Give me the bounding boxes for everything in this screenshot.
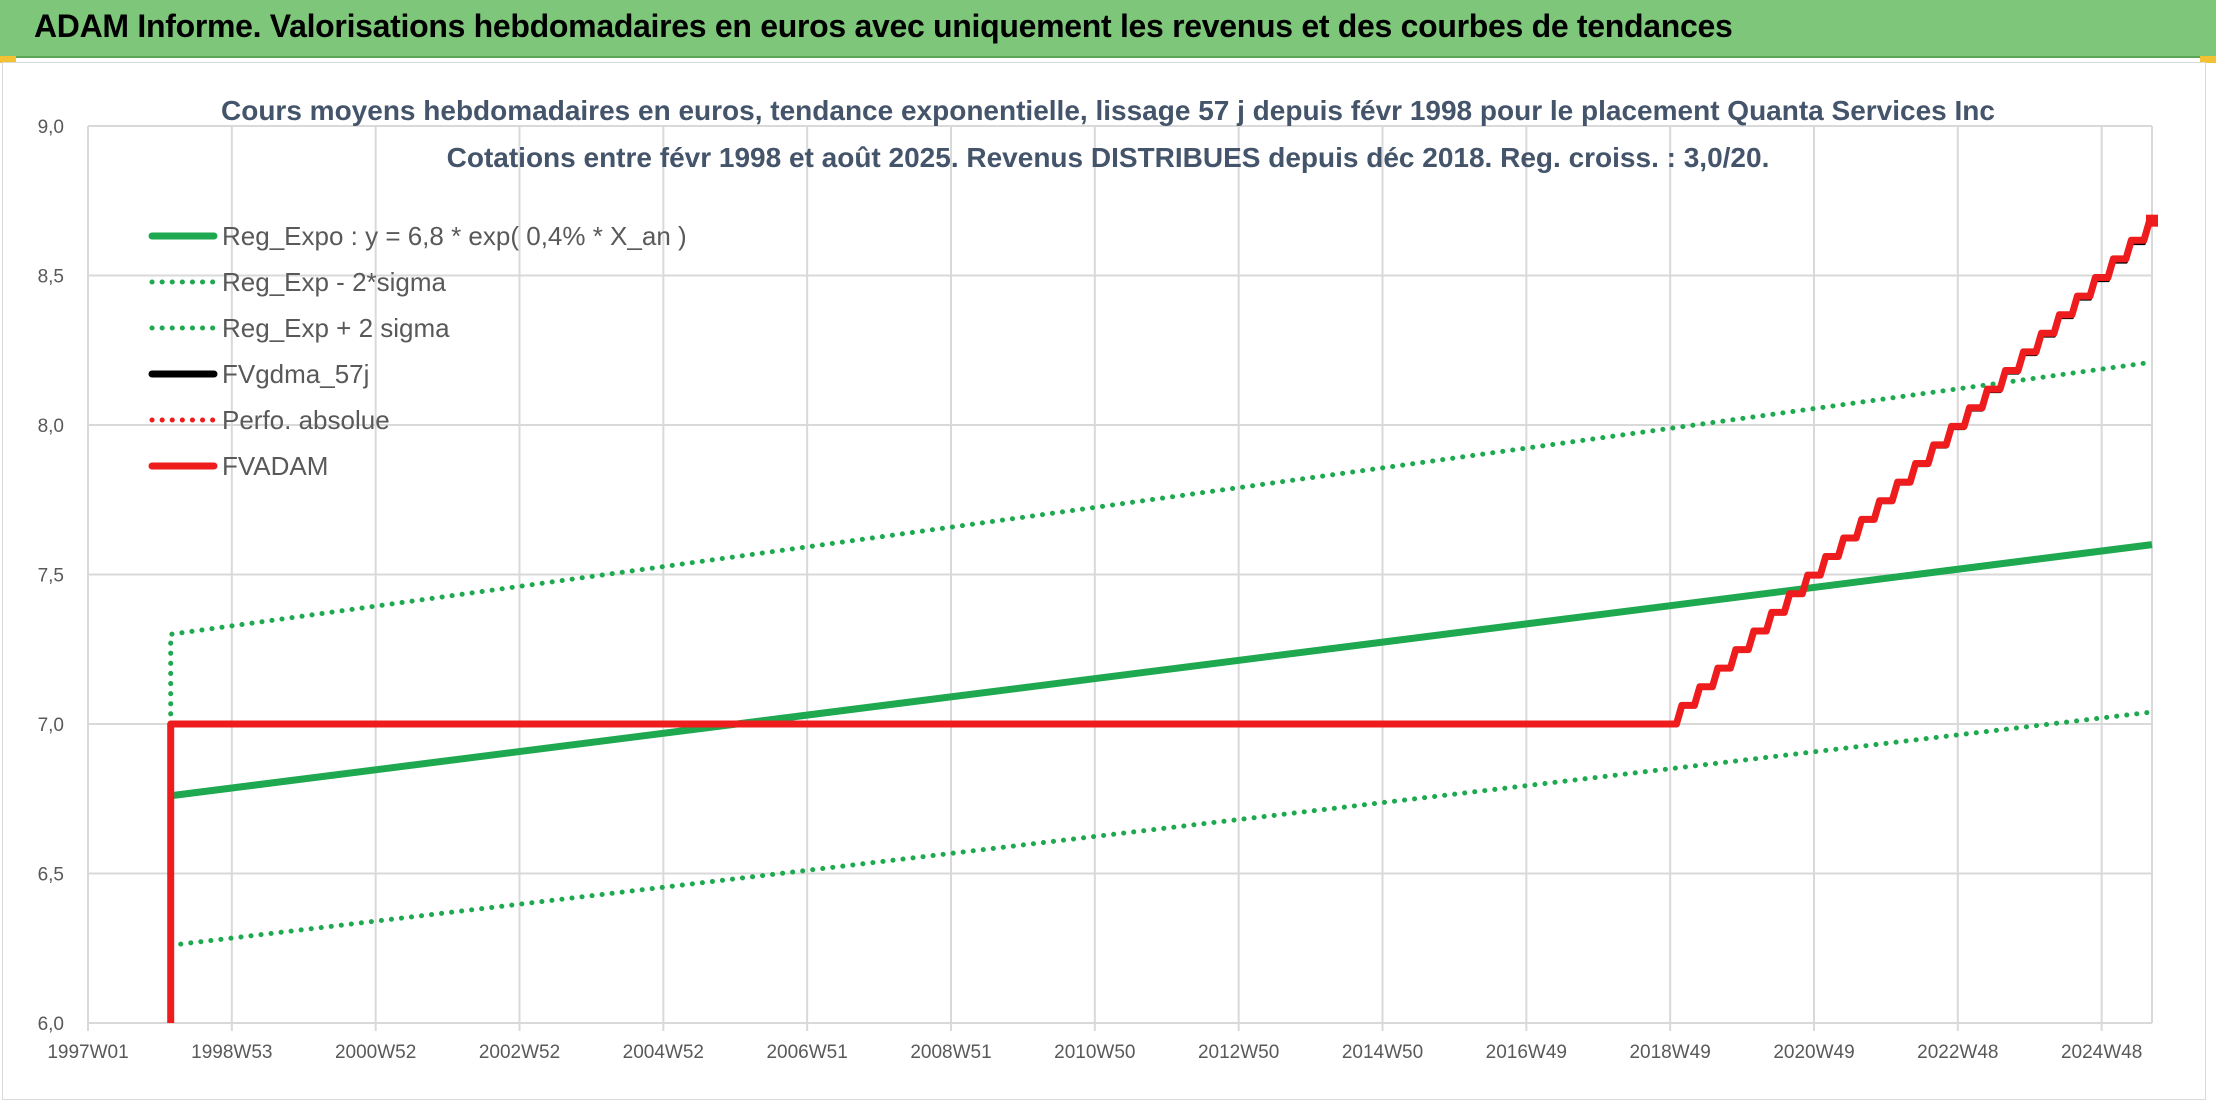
fvadam-end-marker [2146,214,2158,227]
series-line-1 [168,709,2155,948]
series-lines [167,214,2158,1023]
x-tick-label: 2008W51 [910,1042,991,1063]
x-tick-label: 2020W49 [1773,1042,1854,1063]
x-tick-label: 2012W50 [1198,1042,1279,1063]
x-tick-label: 2000W52 [335,1042,416,1063]
legend-label-3: FVgdma_57j [222,359,369,389]
legend: Reg_Expo : y = 6,8 * exp( 0,4% * X_an ) R… [148,221,687,481]
legend-label-5: FVADAM [222,451,328,481]
x-tick-label: 1997W01 [47,1042,128,1063]
x-tick-label: 1998W53 [191,1042,272,1063]
series-line-0 [170,541,2153,800]
axes: 6,0 6,5 7,0 7,5 8,0 8,5 9,0 1997W01 1998W53 2000W… [38,117,2143,1063]
series-line-3 [170,222,2152,726]
x-tick-label: 2002W52 [479,1042,560,1063]
corner-marker-right [2200,56,2216,63]
report-title: ADAM Informe. Valorisations hebdomadaire… [34,8,1733,44]
y-tick-label: 7,5 [38,566,64,587]
legend-label-4: Perfo. absolue [222,405,390,435]
x-tick-label: 2024W48 [2061,1042,2142,1063]
x-tick-label: 2004W52 [623,1042,704,1063]
gridlines [87,125,2153,1024]
x-tick-label: 2022W48 [1917,1042,1998,1063]
series-line-2 [168,359,2155,727]
legend-label-0: Reg_Expo : y = 6,8 * exp( 0,4% * X_an ) [222,221,687,251]
x-tick-label: 2016W49 [1486,1042,1567,1063]
y-tick-label: 8,0 [38,416,64,437]
chart-title: Cours moyens hebdomadaires en euros, ten… [221,95,1995,126]
y-tick-label: 9,0 [38,117,64,138]
legend-label-1: Reg_Exp - 2*sigma [222,267,447,297]
y-tick-label: 8,5 [38,267,64,288]
series-line-5 [167,218,2153,1023]
x-tick-label: 2018W49 [1629,1042,1710,1063]
chart-frame [2,62,2206,1100]
corner-marker-left [0,56,16,63]
x-tick-label: 2006W51 [766,1042,847,1063]
y-tick-label: 6,0 [38,1014,64,1035]
x-tick-label: 2010W50 [1054,1042,1135,1063]
y-tick-label: 7,0 [38,715,64,736]
chart-subtitle: Cotations entre févr 1998 et août 2025. … [447,142,1770,173]
report-banner: ADAM Informe. Valorisations hebdomadaire… [0,0,2216,58]
x-tick-label: 2014W50 [1342,1042,1423,1063]
legend-label-2: Reg_Exp + 2 sigma [222,313,450,343]
y-tick-label: 6,5 [38,865,64,886]
